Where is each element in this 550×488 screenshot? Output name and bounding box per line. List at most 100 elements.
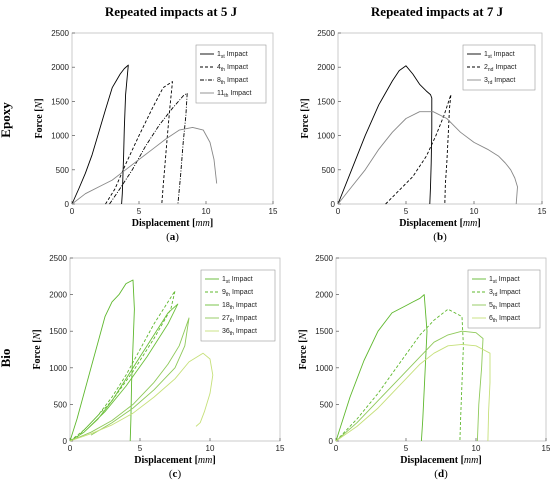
x-axis-label: Displacement [mm] xyxy=(399,218,480,229)
plot-frame xyxy=(71,32,274,205)
series-line-1 xyxy=(335,294,428,442)
y-tick-label: 0 xyxy=(63,437,68,446)
legend-entry: 11th Impact xyxy=(217,90,251,99)
y-tick-label: 2000 xyxy=(317,63,335,72)
x-tick-label: 15 xyxy=(269,207,278,216)
y-axis-label: Force [N] xyxy=(298,329,309,369)
x-axis-label: Displacement [mm] xyxy=(132,218,213,229)
legend-entry: 27th Impact xyxy=(222,315,257,324)
legend-entry: 2nd Impact xyxy=(484,64,516,73)
x-tick-label: 5 xyxy=(404,207,409,216)
x-tick-label: 0 xyxy=(70,207,75,216)
y-axis-label: Force [N] xyxy=(32,329,43,369)
legend-entry: 1st Impact xyxy=(222,276,253,285)
series-line-1 xyxy=(337,65,433,205)
x-tick-label: 10 xyxy=(206,444,215,453)
x-tick-label: 0 xyxy=(68,444,73,453)
legend-entry: 1st Impact xyxy=(489,276,520,285)
x-tick-label: 5 xyxy=(404,444,409,453)
row-title-top: Epoxy xyxy=(0,102,13,138)
y-tick-label: 500 xyxy=(56,166,70,175)
x-tick-label: 5 xyxy=(137,207,142,216)
series-line-2 xyxy=(385,94,452,205)
chart-panel-a: 0 5 10 15 0 500 1000 1500 2000 2500 Displacement [… xyxy=(34,29,278,243)
legend-entry: 6th Impact xyxy=(489,315,520,324)
y-tick-label: 2000 xyxy=(315,291,333,300)
y-tick-label: 1000 xyxy=(51,132,69,141)
legend-entry: 1st Impact xyxy=(484,51,515,60)
series-line-4 xyxy=(71,126,218,205)
series-line-1 xyxy=(71,64,129,205)
y-tick-label: 1500 xyxy=(315,327,333,336)
legend-entry: 18th Impact xyxy=(222,302,257,311)
x-tick-label: 15 xyxy=(276,444,285,453)
legend-entry: 9th Impact xyxy=(222,289,253,298)
series-line-2 xyxy=(69,290,176,442)
x-tick-label: 0 xyxy=(334,444,339,453)
legend-entry: 4th Impact xyxy=(217,64,248,73)
y-tick-label: 0 xyxy=(329,437,334,446)
series-line-3 xyxy=(69,303,179,442)
series-line-5 xyxy=(69,352,214,442)
legend-entry: 8th Impact xyxy=(217,77,248,86)
y-axis-label: Force [N] xyxy=(34,98,45,138)
y-tick-label: 1000 xyxy=(49,364,67,373)
series-line-3 xyxy=(337,111,518,205)
y-tick-label: 1000 xyxy=(317,132,335,141)
y-tick-label: 2000 xyxy=(49,291,67,300)
row-title-bottom: Bio xyxy=(0,349,13,368)
legend-box xyxy=(462,44,536,91)
plot-frame xyxy=(335,257,547,442)
plot-frame xyxy=(69,257,281,442)
y-tick-label: 2000 xyxy=(51,63,69,72)
y-tick-label: 0 xyxy=(331,200,336,209)
legend-entry: 36th Impact xyxy=(222,328,257,337)
y-tick-label: 0 xyxy=(65,200,70,209)
series-line-2 xyxy=(105,81,173,205)
series-line-3 xyxy=(109,92,188,205)
series-line-2 xyxy=(335,308,464,442)
panel-caption: (d) xyxy=(434,468,448,480)
column-title-left: Repeated impacts at 5 J xyxy=(105,4,238,19)
panel-caption: (c) xyxy=(169,468,182,480)
x-tick-label: 10 xyxy=(472,444,481,453)
x-axis-label: Displacement [mm] xyxy=(400,455,481,466)
series-line-1 xyxy=(69,279,135,442)
plot-frame xyxy=(337,32,543,205)
series-line-4 xyxy=(69,317,190,442)
y-tick-label: 1500 xyxy=(49,327,67,336)
y-tick-label: 500 xyxy=(320,400,334,409)
legend-entry: 3rd Impact xyxy=(484,77,515,86)
legend-entry: 3rd Impact xyxy=(489,289,520,298)
x-tick-label: 15 xyxy=(538,207,547,216)
x-tick-label: 10 xyxy=(202,207,211,216)
y-tick-label: 1000 xyxy=(315,364,333,373)
chart-panel-d: 0 5 10 15 0 500 1000 1500 2000 2500 Displacement [… xyxy=(298,254,550,480)
y-tick-label: 2500 xyxy=(51,29,69,38)
chart-panel-c: 0 5 10 15 0 500 1000 1500 2000 2500 Displacement [… xyxy=(32,254,285,480)
chart-panel-b: 0 5 10 15 0 500 1000 1500 2000 2500 Displacement [… xyxy=(300,29,547,243)
x-tick-label: 10 xyxy=(470,207,479,216)
y-tick-label: 2500 xyxy=(49,254,67,263)
y-tick-label: 500 xyxy=(322,166,336,175)
x-tick-label: 0 xyxy=(336,207,341,216)
x-tick-label: 15 xyxy=(542,444,550,453)
legend-entry: 5th Impact xyxy=(489,302,520,311)
y-tick-label: 2500 xyxy=(315,254,333,263)
x-axis-label: Displacement [mm] xyxy=(134,455,215,466)
legend-entry: 1st Impact xyxy=(217,51,248,60)
legend-box xyxy=(200,269,276,342)
x-tick-label: 5 xyxy=(138,444,143,453)
column-title-right: Repeated impacts at 7 J xyxy=(371,4,504,19)
series-line-3 xyxy=(335,330,484,442)
panel-caption: (a) xyxy=(166,231,179,243)
y-tick-label: 1500 xyxy=(317,97,335,106)
y-tick-label: 1500 xyxy=(51,97,69,106)
y-tick-label: 2500 xyxy=(317,29,335,38)
y-tick-label: 500 xyxy=(54,400,68,409)
series-line-4 xyxy=(335,343,491,442)
y-axis-label: Force [N] xyxy=(300,98,311,138)
panel-caption: (b) xyxy=(433,231,447,243)
